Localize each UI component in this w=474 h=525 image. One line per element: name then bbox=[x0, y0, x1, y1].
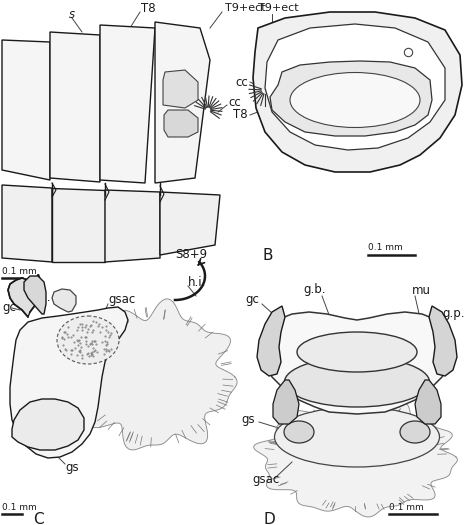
Ellipse shape bbox=[284, 421, 314, 443]
Text: g.b.: g.b. bbox=[304, 284, 326, 297]
Text: g.p.: g.p. bbox=[28, 290, 51, 303]
Text: gc: gc bbox=[2, 300, 16, 313]
Text: A: A bbox=[33, 275, 43, 289]
Text: h.i.: h.i. bbox=[188, 276, 206, 289]
Polygon shape bbox=[257, 306, 285, 376]
Text: B: B bbox=[263, 247, 273, 262]
Ellipse shape bbox=[274, 407, 439, 467]
Text: mu: mu bbox=[412, 284, 431, 297]
Ellipse shape bbox=[290, 72, 420, 128]
Polygon shape bbox=[273, 380, 299, 424]
Text: gsac: gsac bbox=[108, 293, 135, 307]
Polygon shape bbox=[415, 380, 441, 424]
Polygon shape bbox=[163, 70, 198, 108]
Polygon shape bbox=[265, 312, 451, 414]
Text: cc: cc bbox=[228, 96, 241, 109]
Text: D: D bbox=[263, 512, 275, 525]
Text: g.p.: g.p. bbox=[442, 308, 465, 320]
Polygon shape bbox=[52, 188, 105, 262]
Text: 0.1 mm: 0.1 mm bbox=[389, 502, 424, 511]
Text: gc: gc bbox=[245, 293, 259, 307]
Polygon shape bbox=[12, 399, 84, 450]
Polygon shape bbox=[265, 24, 445, 150]
Text: T9+ect: T9+ect bbox=[225, 3, 265, 13]
Ellipse shape bbox=[57, 316, 119, 364]
Polygon shape bbox=[164, 110, 198, 137]
Polygon shape bbox=[2, 40, 50, 180]
Polygon shape bbox=[429, 306, 457, 376]
Text: 0.1 mm: 0.1 mm bbox=[368, 244, 403, 253]
Polygon shape bbox=[160, 192, 220, 255]
Text: 0.1 mm: 0.1 mm bbox=[2, 268, 37, 277]
Text: S8+9: S8+9 bbox=[175, 248, 207, 261]
Polygon shape bbox=[52, 289, 76, 312]
Polygon shape bbox=[100, 25, 155, 183]
Polygon shape bbox=[155, 22, 210, 183]
Polygon shape bbox=[10, 307, 128, 458]
Text: gsac: gsac bbox=[252, 474, 279, 487]
Polygon shape bbox=[105, 190, 160, 262]
Polygon shape bbox=[8, 278, 38, 317]
Ellipse shape bbox=[284, 357, 429, 407]
Polygon shape bbox=[270, 61, 432, 136]
Text: cc: cc bbox=[235, 76, 248, 89]
Polygon shape bbox=[254, 400, 457, 517]
Ellipse shape bbox=[297, 332, 417, 372]
Polygon shape bbox=[50, 32, 100, 182]
Text: s: s bbox=[69, 7, 75, 20]
Polygon shape bbox=[24, 276, 46, 314]
Polygon shape bbox=[69, 299, 237, 450]
Text: gs: gs bbox=[241, 414, 255, 426]
Text: gs: gs bbox=[65, 460, 79, 474]
Text: T8: T8 bbox=[233, 109, 248, 121]
Ellipse shape bbox=[400, 421, 430, 443]
Text: T9+ect: T9+ect bbox=[258, 3, 299, 13]
Polygon shape bbox=[253, 12, 462, 172]
Polygon shape bbox=[2, 185, 52, 262]
Text: 0.1 mm: 0.1 mm bbox=[2, 502, 37, 511]
Text: T8: T8 bbox=[141, 2, 155, 15]
Text: C: C bbox=[33, 512, 43, 525]
Text: mu: mu bbox=[58, 293, 77, 307]
